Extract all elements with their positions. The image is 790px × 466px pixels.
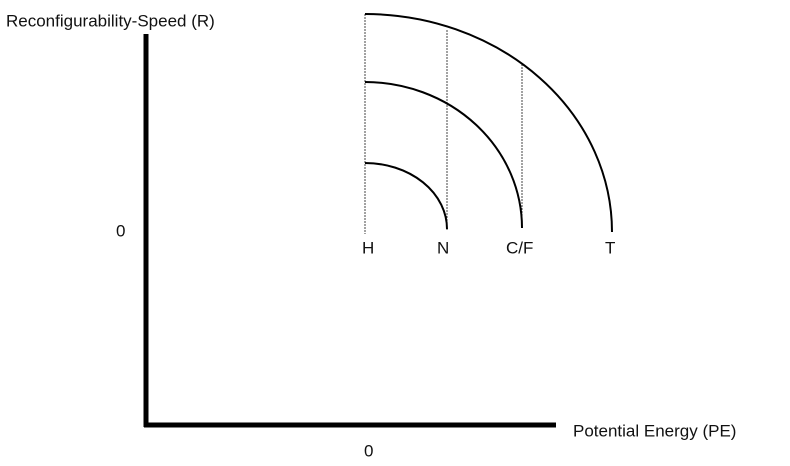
y-axis-label: Reconfigurability-Speed (R) bbox=[6, 11, 215, 30]
curve-label: N bbox=[437, 238, 449, 257]
arc-n bbox=[364, 162, 448, 230]
arcs bbox=[364, 13, 613, 233]
curve-label: H bbox=[362, 238, 374, 257]
arc-cf bbox=[364, 81, 523, 229]
curve-label: T bbox=[605, 238, 615, 257]
arc-t bbox=[364, 13, 613, 233]
x-axis-label: Potential Energy (PE) bbox=[573, 421, 736, 440]
x-origin-label: 0 bbox=[364, 441, 373, 460]
y-origin-label: 0 bbox=[116, 221, 125, 240]
guide-lines bbox=[364, 14, 523, 234]
curve-label: C/F bbox=[506, 238, 533, 257]
